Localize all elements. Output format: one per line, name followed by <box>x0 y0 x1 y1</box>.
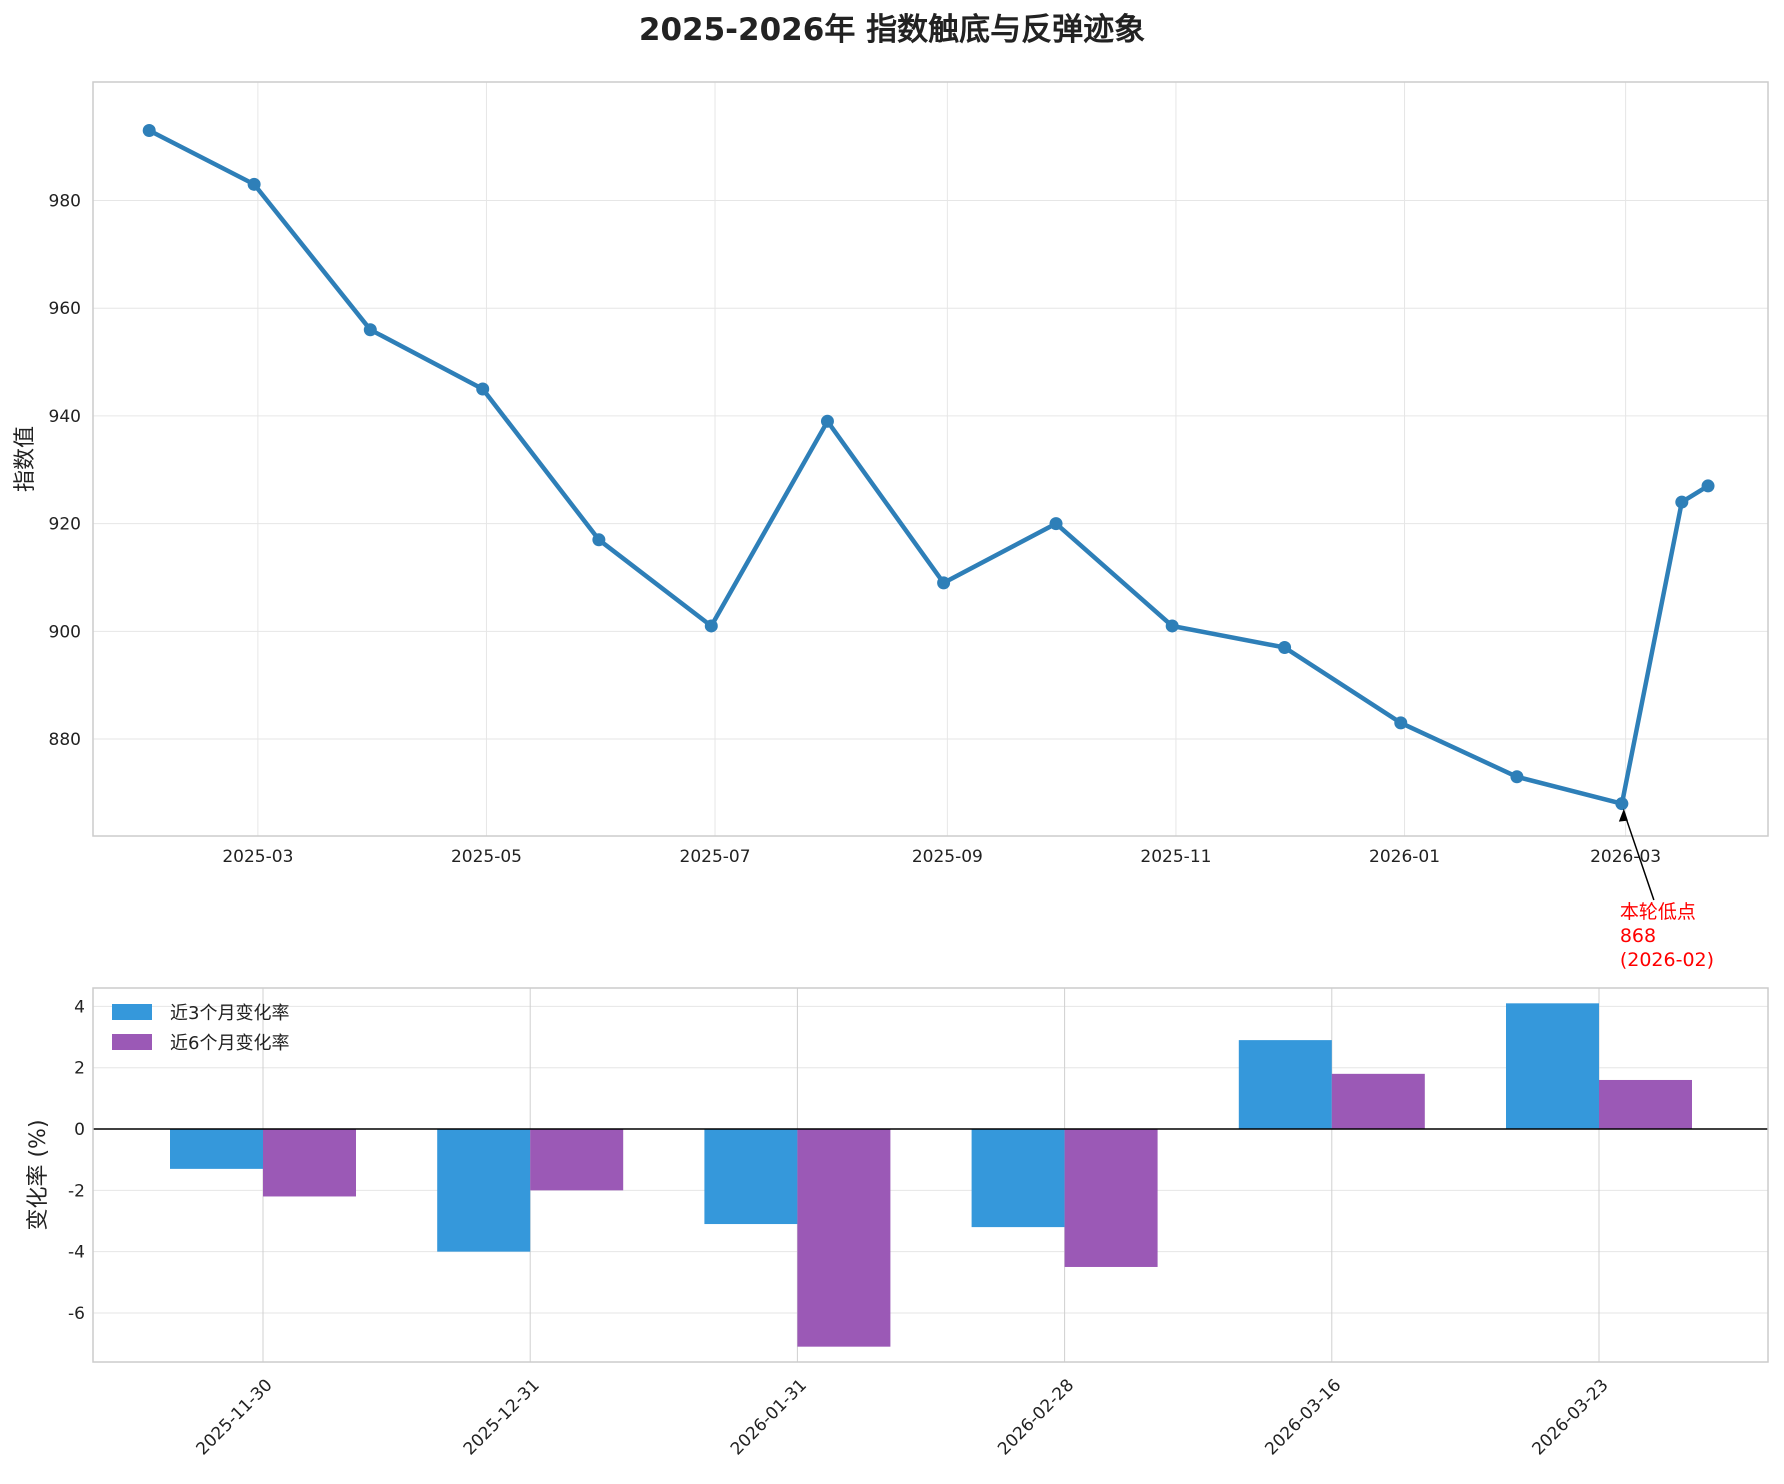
top-y-tick-label: 900 <box>49 622 81 642</box>
legend-label: 近6个月变化率 <box>170 1033 289 1054</box>
legend-label: 近3个月变化率 <box>170 1003 289 1024</box>
bottom-x-ticks: 2025-11-30 2025-12-31 2026-01-31 2026-02-28… <box>193 1375 1613 1459</box>
top-x-tick-label: 2026-03 <box>1590 847 1661 867</box>
bottom-y-axis-label: 变化率 (%) <box>26 1119 51 1230</box>
top-y-tick-label: 940 <box>49 407 81 427</box>
bar-3-month <box>1238 1040 1332 1130</box>
index-point <box>1165 619 1179 633</box>
change-rate-bars <box>170 1003 1692 1347</box>
top-x-tick-label: 2025-09 <box>912 847 983 867</box>
top-grid <box>93 82 1768 836</box>
index-point <box>937 576 951 590</box>
index-point <box>1510 770 1524 784</box>
top-y-tick-label: 960 <box>49 299 81 319</box>
index-point <box>1701 479 1715 493</box>
bar-6-month <box>1064 1129 1158 1267</box>
bar-3-month <box>971 1129 1065 1228</box>
top-plot-frame <box>92 81 1769 837</box>
top-x-ticks: 2025-03 2025-05 2025-07 2025-09 2025-11 2026-… <box>222 847 1661 867</box>
index-point <box>476 382 490 396</box>
bottom-y-tick-label: 4 <box>74 997 85 1017</box>
index-point <box>1049 517 1063 531</box>
bottom-x-tick-label: 2026-01-31 <box>727 1375 811 1459</box>
annotation-text: 本轮低点 <box>1620 901 1696 923</box>
index-line-panel: 880 900 920 940 960 980 2025-03 2025-05 2025-07… <box>13 81 1769 971</box>
top-y-ticks: 880 900 920 940 960 980 <box>49 191 81 750</box>
legend-swatch <box>112 1004 152 1020</box>
index-point <box>820 414 834 428</box>
index-point <box>142 123 156 137</box>
annotation-text: 868 <box>1620 925 1656 947</box>
index-point <box>1394 716 1408 730</box>
bottom-y-tick-label: 2 <box>74 1059 85 1079</box>
bottom-y-tick-label: -2 <box>68 1181 85 1201</box>
bottom-x-tick-label: 2026-03-23 <box>1529 1375 1613 1459</box>
bottom-x-tick-label: 2026-03-16 <box>1261 1375 1345 1459</box>
top-y-tick-label: 880 <box>49 730 81 750</box>
bar-3-month <box>170 1129 263 1169</box>
top-x-tick-label: 2025-07 <box>680 847 751 867</box>
annotation-arrow-head <box>1618 808 1628 822</box>
bottom-y-tick-label: -6 <box>68 1304 85 1324</box>
top-x-tick-label: 2025-03 <box>222 847 293 867</box>
top-x-tick-label: 2025-05 <box>451 847 522 867</box>
top-y-tick-label: 920 <box>49 515 81 535</box>
chart-title: 2025-2026年 指数触底与反弹迹象 <box>639 12 1145 48</box>
index-point <box>592 533 606 547</box>
bottom-y-ticks: -6 -4 -2 0 2 4 <box>68 997 85 1324</box>
top-y-tick-label: 980 <box>49 191 81 211</box>
bottom-y-tick-label: 0 <box>74 1120 85 1140</box>
index-point <box>363 323 377 337</box>
top-x-tick-label: 2025-11 <box>1140 847 1211 867</box>
bar-6-month <box>1599 1079 1692 1130</box>
index-point <box>704 619 718 633</box>
bar-6-month <box>263 1129 356 1197</box>
index-line <box>148 128 1710 806</box>
index-point <box>247 177 261 191</box>
bottom-y-tick-label: -4 <box>68 1243 85 1263</box>
bottom-x-tick-label: 2025-11-30 <box>193 1375 277 1459</box>
top-x-tick-label: 2026-01 <box>1369 847 1440 867</box>
bottom-plot-frame <box>92 987 1769 1363</box>
top-y-axis-label: 指数值 <box>13 426 38 492</box>
bottom-x-tick-label: 2026-02-28 <box>994 1375 1078 1459</box>
bar-3-month <box>437 1129 531 1252</box>
legend-swatch <box>112 1034 152 1050</box>
index-point <box>1278 641 1292 654</box>
bar-3-month <box>704 1129 798 1225</box>
index-points <box>142 123 1715 811</box>
annotation-text: (2026-02) <box>1620 949 1714 971</box>
change-rate-panel: -6 -4 -2 0 2 4 2025-11-30 2025-12-31 2026-01-31… <box>26 987 1769 1459</box>
index-point <box>1675 495 1689 509</box>
bar-6-month <box>797 1129 891 1347</box>
bottom-x-tick-label: 2025-12-31 <box>460 1375 544 1459</box>
annotation-arrow-line <box>1623 811 1655 901</box>
bar-6-month <box>1331 1073 1425 1130</box>
index-point <box>1615 797 1629 811</box>
bar-6-month <box>530 1129 624 1191</box>
bar-3-month <box>1506 1003 1599 1130</box>
